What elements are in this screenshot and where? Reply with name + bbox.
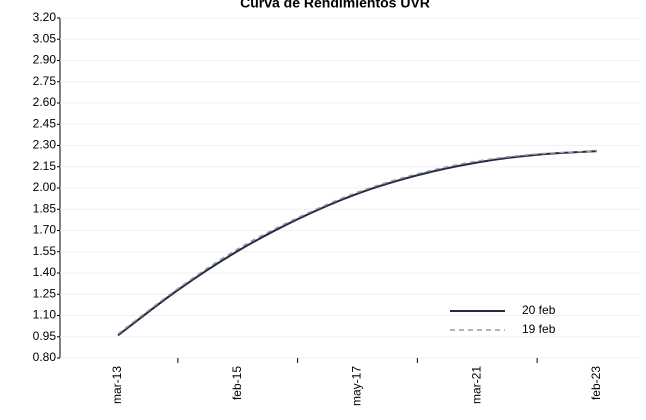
- y-tick-label: 2.60: [33, 95, 57, 109]
- y-tick-label: 1.25: [33, 286, 57, 300]
- x-tick-label: feb-15: [230, 366, 244, 400]
- y-tick-label: 3.20: [33, 10, 57, 24]
- y-tick-label: 2.75: [33, 74, 57, 88]
- x-tick-label: mar-13: [110, 366, 124, 404]
- series-line: [117, 150, 598, 335]
- y-tick-label: 0.95: [33, 329, 57, 343]
- y-tick-label: 1.40: [33, 265, 57, 279]
- y-tick-label: 1.55: [33, 244, 57, 258]
- y-tick-label: 1.70: [33, 223, 57, 237]
- y-tick-label: 2.00: [33, 180, 57, 194]
- y-tick-label: 3.05: [33, 31, 57, 45]
- legend-label: 19 feb: [522, 322, 556, 336]
- y-tick-label: 1.10: [33, 308, 57, 322]
- y-tick-label: 0.80: [33, 350, 57, 364]
- series-line: [117, 150, 598, 337]
- y-tick-label: 2.30: [33, 138, 57, 152]
- x-tick-label: mar-21: [469, 366, 483, 404]
- y-tick-label: 2.90: [33, 53, 57, 67]
- x-tick-label: may-17: [350, 366, 364, 406]
- y-tick-label: 2.15: [33, 159, 57, 173]
- y-tick-label: 2.45: [33, 116, 57, 130]
- y-tick-label: 1.85: [33, 201, 57, 215]
- legend-label: 20 feb: [522, 303, 556, 317]
- x-tick-label: feb-23: [589, 366, 603, 400]
- chart-title: Curva de Rendimientos UVR: [240, 0, 430, 11]
